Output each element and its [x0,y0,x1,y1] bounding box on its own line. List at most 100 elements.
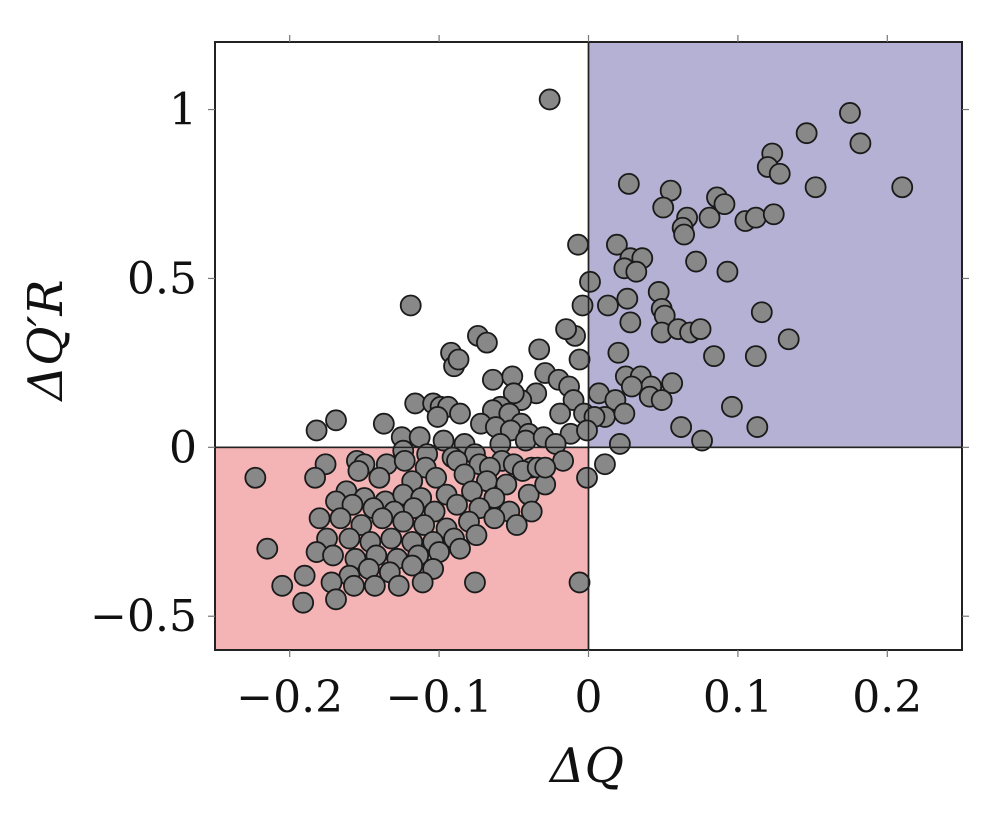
data-point [744,345,767,368]
data-point [650,389,673,411]
data-point [401,554,424,577]
tick-layer: −0.2 −0.1 0 0.1 0.2 −0.5 0 0.5 1 [90,35,969,723]
data-point [293,564,316,587]
data-point [387,574,410,597]
data-point [446,493,468,516]
data-point [568,348,591,371]
data-point [305,419,328,442]
data-point [322,544,344,567]
data-point [432,429,455,452]
data-point [528,338,551,361]
data-point [744,206,767,229]
data-point [698,206,721,229]
data-point [555,318,577,341]
data-point [292,591,315,614]
data-point [594,453,616,476]
y-tick-label: −0.5 [90,591,197,642]
data-point [502,382,525,405]
y-axis-label: ΔQ′R [18,279,74,402]
x-tick-label: 0.2 [852,672,922,723]
data-point [483,507,506,530]
data-point [411,571,434,594]
data-point [804,176,827,199]
data-point [620,375,643,398]
y-tick-label: 0 [169,422,197,473]
data-point [721,395,743,418]
data-point [371,507,394,530]
data-point [271,574,294,597]
data-point [567,233,589,256]
data-point [325,588,347,611]
data-point [661,372,684,395]
data-point [579,270,601,293]
data-point [338,527,361,550]
data-point [256,537,279,560]
data-point [447,348,470,371]
data-point [568,571,591,594]
data-point [616,287,639,310]
data-point [613,402,636,425]
data-point [768,162,791,185]
data-point [534,456,557,479]
data-point [341,493,364,516]
data-point [795,122,818,145]
data-point [685,250,707,273]
data-point [426,406,449,428]
data-point [465,524,488,547]
data-point [505,514,528,536]
data-point [689,318,712,341]
data-point [762,203,785,226]
data-point [413,514,436,536]
x-axis-label: ΔQ [548,738,624,794]
data-point [576,466,598,489]
y-tick-label: 0.5 [127,253,197,304]
x-tick-label: 0.1 [703,672,773,723]
data-point [716,260,739,283]
data-point [703,345,725,368]
data-point [608,433,631,455]
data-point [308,507,331,530]
data-point [476,331,498,354]
data-point [372,412,395,435]
data-point [329,507,352,530]
data-point [777,328,800,351]
data-point [571,294,594,317]
points-layer [244,88,914,614]
data-point [617,172,640,195]
data-point [576,419,598,442]
data-point [746,416,769,438]
data-point [849,132,872,155]
data-point [399,294,422,317]
data-point [368,466,391,489]
x-tick-label: 0 [575,672,603,723]
data-point [343,574,365,597]
data-point [607,341,630,364]
data-point [350,514,373,536]
data-point [449,402,471,425]
data-point [380,527,403,550]
data-point [393,449,416,472]
label-layer: ΔQ ΔQ′R [18,279,624,794]
x-tick-label: −0.1 [386,672,493,723]
data-point [520,500,543,523]
data-point [891,176,914,199]
x-tick-label: −0.2 [236,672,343,723]
data-point [363,574,386,597]
data-point [670,416,693,438]
data-point [449,537,471,560]
data-point [244,466,267,489]
data-point [347,460,370,482]
data-point [839,102,861,124]
data-point [597,294,619,317]
data-point [605,233,628,256]
data-point [625,260,648,283]
y-tick-label: 1 [169,85,197,136]
data-point [325,409,347,432]
data-point [464,571,486,594]
data-point [673,223,696,246]
data-point [552,449,575,472]
data-point [404,392,427,415]
data-point [713,193,736,216]
